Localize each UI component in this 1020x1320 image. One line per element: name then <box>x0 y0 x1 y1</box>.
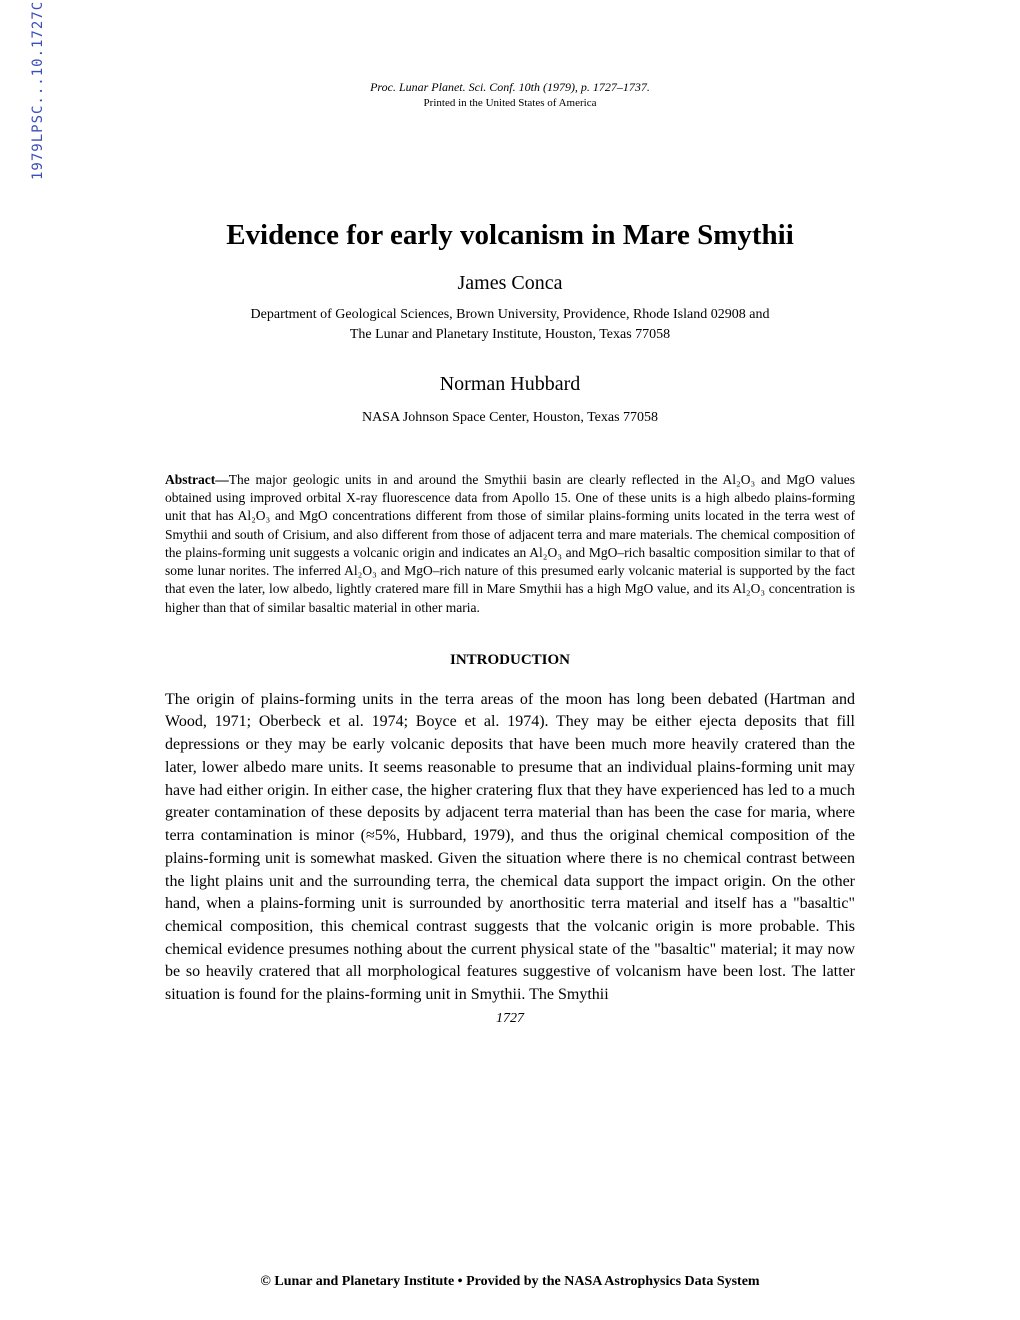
copyright-footer: © Lunar and Planetary Institute • Provid… <box>0 1274 1020 1290</box>
author-affiliation-1a: Department of Geological Sciences, Brown… <box>165 307 855 323</box>
author-name-2: Norman Hubbard <box>165 373 855 396</box>
author-affiliation-2: NASA Johnson Space Center, Houston, Texa… <box>165 410 855 426</box>
bibcode-label: 1979LPSC...10.1727C <box>30 1 46 180</box>
body-paragraph: The origin of plains-forming units in th… <box>165 689 855 1007</box>
page-content: Proc. Lunar Planet. Sci. Conf. 10th (197… <box>0 0 1020 1067</box>
section-heading: INTRODUCTION <box>165 652 855 669</box>
abstract-label: Abstract— <box>165 472 229 487</box>
header-printed: Printed in the United States of America <box>165 97 855 109</box>
abstract-text: The major geologic units in and around t… <box>165 472 855 615</box>
abstract-block: Abstract—The major geologic units in and… <box>165 471 855 617</box>
page-number: 1727 <box>165 1011 855 1027</box>
header-citation: Proc. Lunar Planet. Sci. Conf. 10th (197… <box>165 80 855 95</box>
paper-title: Evidence for early volcanism in Mare Smy… <box>165 219 855 252</box>
author-name-1: James Conca <box>165 272 855 295</box>
author-affiliation-1b: The Lunar and Planetary Institute, Houst… <box>165 327 855 343</box>
